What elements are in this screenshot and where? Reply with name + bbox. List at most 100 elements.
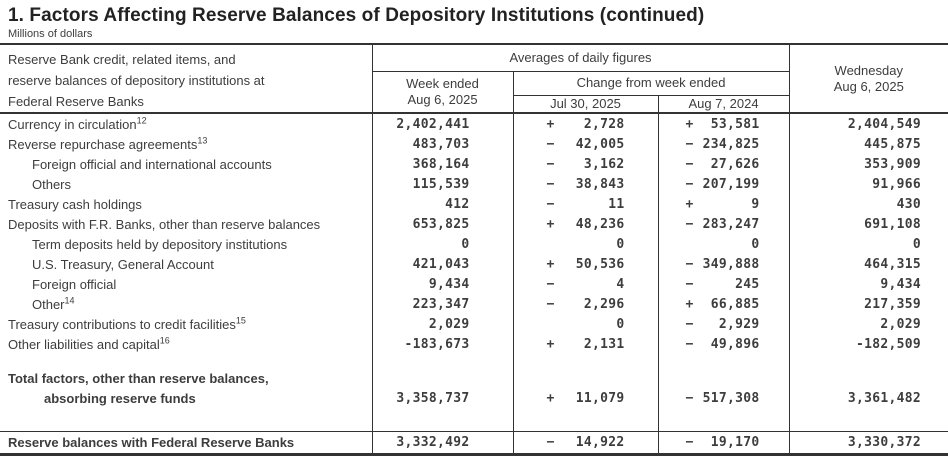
change-aug7-value: −234,825 bbox=[657, 134, 790, 154]
change-amount: 3,162 bbox=[583, 156, 625, 172]
change-aug7-value: −207,199 bbox=[657, 174, 790, 194]
row-label: Others bbox=[32, 176, 72, 192]
row-label: Other liabilities and capital16 bbox=[8, 335, 170, 352]
stub-header: Reserve Bank credit, related items, and … bbox=[0, 44, 372, 114]
change-amount: 234,825 bbox=[702, 136, 760, 152]
change-amount: 207,199 bbox=[702, 176, 760, 192]
change-sign: + bbox=[546, 390, 555, 406]
change-amount: 0 bbox=[751, 236, 760, 252]
spacer-row bbox=[0, 354, 948, 368]
change-aug7-value: 0 bbox=[657, 234, 790, 254]
week-ended-value: 2,402,441 bbox=[371, 113, 513, 134]
change-amount: 19,170 bbox=[710, 435, 760, 450]
week-ended-value: 0 bbox=[371, 234, 513, 254]
wednesday-value: 9,434 bbox=[788, 274, 948, 294]
change-sign: − bbox=[546, 296, 555, 312]
change-amount: 48,236 bbox=[575, 216, 625, 232]
change-amount: 349,888 bbox=[702, 256, 760, 272]
wednesday-value: 3,361,482 bbox=[788, 388, 948, 408]
wednesday-value: 2,029 bbox=[788, 314, 948, 334]
row-label: Foreign official bbox=[32, 276, 117, 292]
stub-line-2: reserve balances of depository instituti… bbox=[8, 73, 265, 88]
change-jul30-value: +48,236 bbox=[512, 214, 658, 234]
change-jul30-value: +2,728 bbox=[512, 113, 658, 134]
change-amount: 27,626 bbox=[710, 156, 760, 172]
week-ended-value: 483,703 bbox=[371, 134, 513, 154]
change-sign: + bbox=[546, 216, 555, 232]
week-ended-value: 223,347 bbox=[371, 294, 513, 314]
change-amount: 49,896 bbox=[710, 336, 760, 352]
change-amount: 2,131 bbox=[583, 336, 625, 352]
change-amount: 2,728 bbox=[583, 116, 625, 132]
table-row: Other liabilities and capital16 -183,673… bbox=[0, 334, 948, 354]
week-ended-value: 3,358,737 bbox=[371, 388, 513, 408]
week-ended-value: 653,825 bbox=[371, 214, 513, 234]
change-amount: 0 bbox=[616, 316, 625, 332]
change-aug7-value: −517,308 bbox=[657, 388, 790, 408]
table-row: Term deposits held by depository institu… bbox=[0, 234, 948, 254]
row-label: Term deposits held by depository institu… bbox=[32, 236, 288, 252]
change-amount: 42,005 bbox=[575, 136, 625, 152]
total-row-line1: Total factors, other than reserve balanc… bbox=[0, 368, 948, 388]
change-amount: 50,536 bbox=[575, 256, 625, 272]
change-aug7-value: − 19,170 bbox=[657, 431, 790, 455]
wednesday-value: 430 bbox=[788, 194, 948, 214]
page-title: 1. Factors Affecting Reserve Balances of… bbox=[8, 5, 705, 26]
wednesday-value: 353,909 bbox=[788, 154, 948, 174]
row-label: Reserve balances with Federal Reserve Ba… bbox=[0, 431, 372, 455]
row-label: Treasury cash holdings bbox=[8, 196, 142, 212]
wednesday-line-2: Aug 6, 2025 bbox=[833, 78, 904, 94]
table-row: Others 115,539 −38,843 −207,199 91,966 bbox=[0, 174, 948, 194]
change-sign: − bbox=[685, 216, 694, 232]
wednesday-value: 3,330,372 bbox=[788, 431, 948, 455]
change-sign: + bbox=[685, 296, 694, 312]
change-aug7-value: −283,247 bbox=[657, 214, 790, 234]
change-jul30-value: +2,131 bbox=[512, 334, 658, 354]
change-jul30-value: +11,079 bbox=[512, 388, 658, 408]
change-sign: − bbox=[685, 276, 694, 292]
table-row: U.S. Treasury, General Account 421,043 +… bbox=[0, 254, 948, 274]
table-row: Foreign official 9,434 −4 −245 9,434 bbox=[0, 274, 948, 294]
week-ended-value: 412 bbox=[371, 194, 513, 214]
change-amount: 38,843 bbox=[575, 176, 625, 192]
stub-line-3: Federal Reserve Banks bbox=[8, 94, 144, 109]
change-amount: 66,885 bbox=[710, 296, 760, 312]
row-label: absorbing reserve funds bbox=[44, 390, 196, 406]
change-sign: − bbox=[685, 316, 694, 332]
change-amount: 283,247 bbox=[702, 216, 760, 232]
change-jul30-value: 0 bbox=[512, 314, 658, 334]
header-row-2: Week ended Aug 6, 2025 Change from week … bbox=[0, 71, 948, 114]
wednesday-header: Wednesday Aug 6, 2025 bbox=[788, 44, 948, 114]
week-ended-header: Week ended Aug 6, 2025 bbox=[371, 71, 513, 114]
table-row: Treasury cash holdings 412 − 11 +9 430 bbox=[0, 194, 948, 214]
footnote-ref: 13 bbox=[197, 135, 208, 146]
col-aug7-header: Aug 7, 2024 bbox=[657, 95, 790, 114]
table-row: Currency in circulation12 2,402,441 +2,7… bbox=[0, 113, 948, 134]
week-ended-value: 368,164 bbox=[371, 154, 513, 174]
change-amount: 4 bbox=[616, 276, 625, 292]
table-row: Deposits with F.R. Banks, other than res… bbox=[0, 214, 948, 234]
change-amount: 9 bbox=[751, 196, 760, 212]
change-sign: − bbox=[546, 276, 555, 292]
change-amount: 2,929 bbox=[718, 316, 760, 332]
change-aug7-value: − 245 bbox=[657, 274, 790, 294]
header-row-1: Reserve Bank credit, related items, and … bbox=[0, 44, 948, 114]
footnote-ref: 16 bbox=[159, 335, 170, 346]
wednesday-value: -182,509 bbox=[788, 334, 948, 354]
change-sign: + bbox=[546, 336, 555, 352]
col-jul30-header: Jul 30, 2025 bbox=[512, 95, 658, 114]
change-jul30-value: −4 bbox=[512, 274, 658, 294]
change-aug7-value: −349,888 bbox=[657, 254, 790, 274]
row-label: Other14 bbox=[32, 295, 75, 312]
change-jul30-value: − 14,922 bbox=[512, 431, 658, 455]
week-ended-value: 115,539 bbox=[371, 174, 513, 194]
wednesday-value: 464,315 bbox=[788, 254, 948, 274]
reserve-balances-row: Reserve balances with Federal Reserve Ba… bbox=[0, 431, 948, 455]
wednesday-value: 0 bbox=[788, 234, 948, 254]
change-aug7-value: −49,896 bbox=[657, 334, 790, 354]
change-amount: 11,079 bbox=[575, 390, 625, 406]
change-jul30-value: − 2,296 bbox=[512, 294, 658, 314]
change-aug7-value: +66,885 bbox=[657, 294, 790, 314]
row-label: Total factors, other than reserve balanc… bbox=[8, 370, 269, 386]
change-sign: + bbox=[546, 256, 555, 272]
